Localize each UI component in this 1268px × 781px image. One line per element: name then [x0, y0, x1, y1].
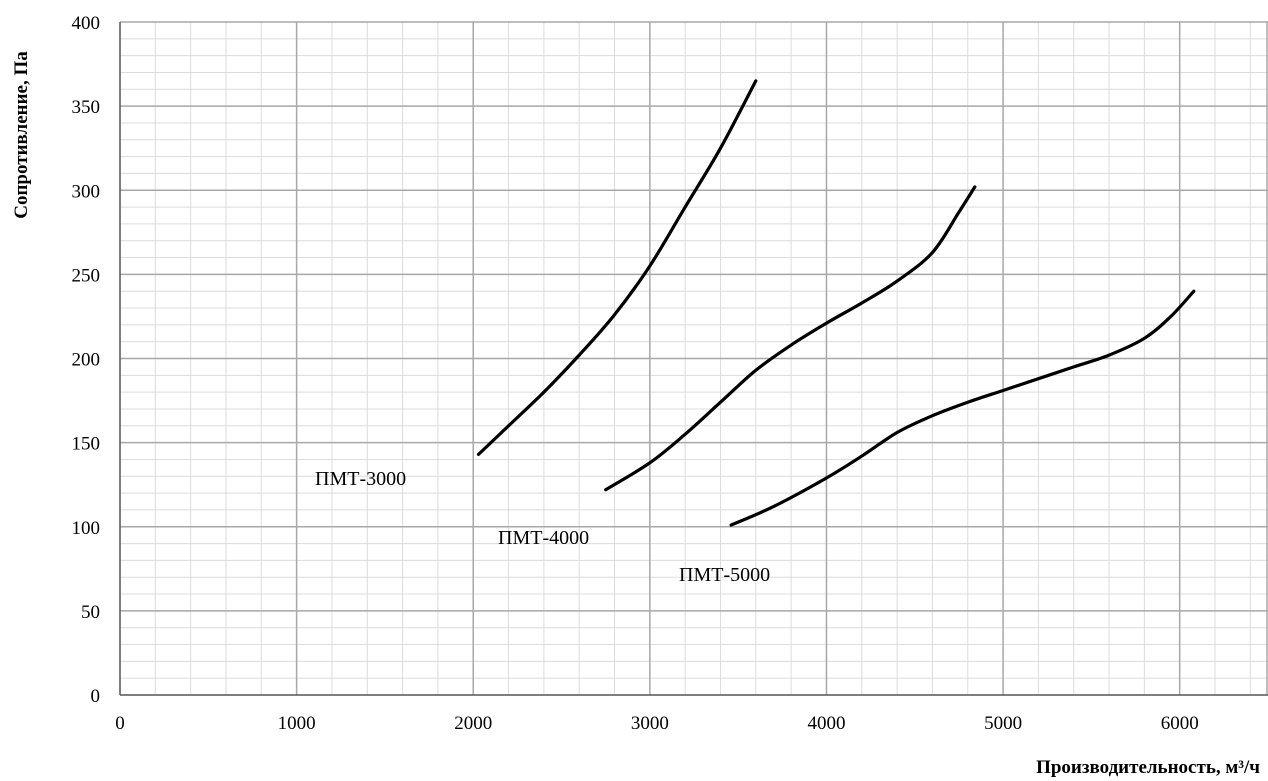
x-axis-title: Производительность, м³/ч — [1036, 757, 1260, 778]
y-tick-label: 150 — [72, 434, 101, 455]
x-tick-labels: 0 1000 2000 3000 4000 5000 6000 — [115, 713, 1198, 734]
x-tick-label: 4000 — [807, 713, 845, 734]
y-tick-label: 350 — [72, 97, 101, 118]
y-tick-label: 0 — [91, 686, 101, 707]
y-tick-label: 400 — [72, 13, 101, 34]
y-tick-label: 300 — [72, 181, 101, 202]
series-line-3 — [729, 289, 1196, 527]
x-tick-label: 0 — [115, 713, 125, 734]
y-tick-label: 250 — [72, 265, 101, 286]
y-axis-title: Сопротивление, Па — [11, 51, 32, 219]
y-tick-label: 50 — [81, 602, 100, 623]
series-label-pmt-5000: ПМТ-5000 — [679, 564, 770, 586]
x-tick-label: 6000 — [1161, 713, 1199, 734]
axes — [119, 22, 1268, 696]
series-line-2 — [604, 185, 977, 492]
series-line-1 — [476, 79, 758, 457]
series-label-pmt-3000: ПМТ-3000 — [315, 468, 406, 490]
y-tick-label: 200 — [72, 350, 101, 371]
x-tick-label: 1000 — [278, 713, 316, 734]
x-tick-label: 5000 — [984, 713, 1022, 734]
series-lines — [476, 79, 1196, 527]
y-tick-label: 100 — [72, 518, 101, 539]
x-tick-label: 2000 — [454, 713, 492, 734]
major-grid — [120, 21, 1268, 695]
series-label-pmt-4000: ПМТ-4000 — [498, 527, 589, 549]
x-tick-label: 3000 — [631, 713, 669, 734]
y-tick-labels: 0 50 100 150 200 250 300 350 400 — [72, 13, 101, 707]
